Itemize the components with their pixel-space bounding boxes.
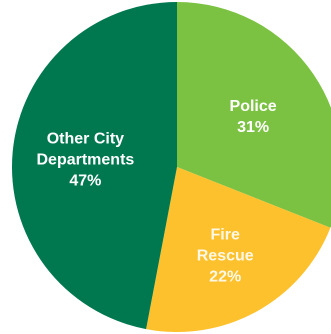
pie-category-label: Police xyxy=(230,98,277,115)
pie-label-police: Police 31% xyxy=(230,98,277,136)
pie-value-label: 22% xyxy=(209,269,241,286)
pie-labels: Police 31% Fire Rescue 22% Other City Departme… xyxy=(36,98,276,286)
pie-category-label: Fire xyxy=(211,227,240,244)
pie-category-label: Other City xyxy=(47,130,124,147)
pie-value-label: 31% xyxy=(237,119,269,136)
pie-category-label: Departments xyxy=(36,151,134,168)
pie-label-other-city-departments: Other City Departments 47% xyxy=(36,130,134,189)
pie-value-label: 47% xyxy=(69,172,101,189)
pie-slice-other-city-departments xyxy=(11,1,177,330)
pie-slices xyxy=(11,1,331,333)
pie-category-label: Rescue xyxy=(197,248,254,265)
pie-label-fire-rescue: Fire Rescue 22% xyxy=(197,227,254,286)
pie-slice-fire-rescue xyxy=(146,167,331,333)
pie-slice-police xyxy=(177,2,331,228)
